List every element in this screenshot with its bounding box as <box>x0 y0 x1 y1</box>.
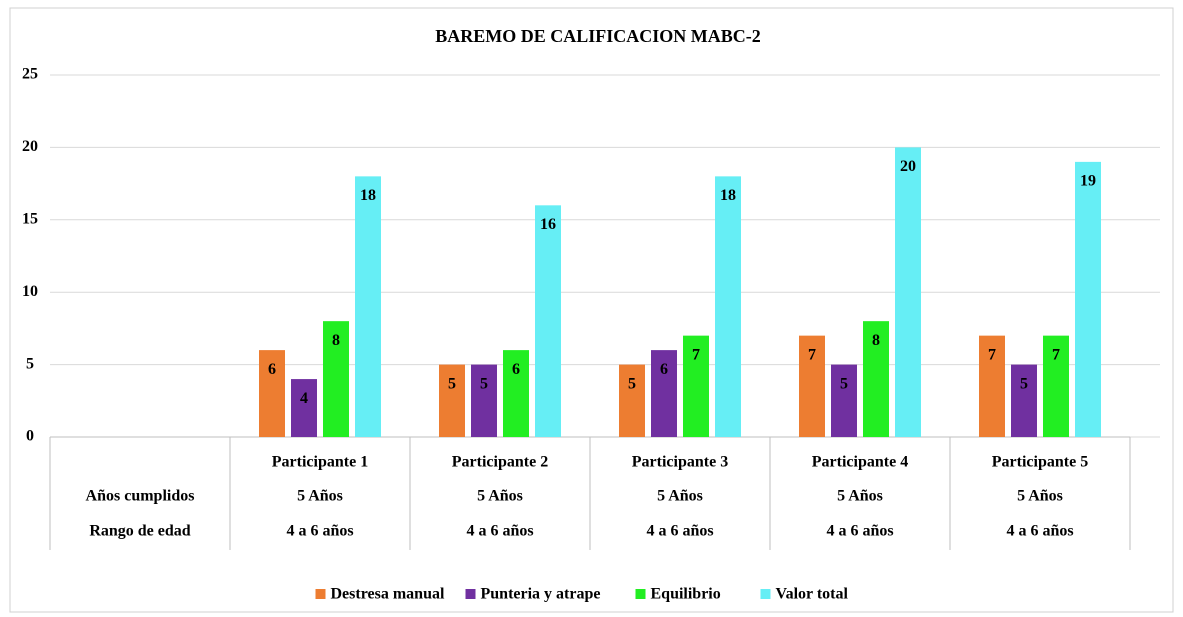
data-label: 6 <box>512 361 520 378</box>
legend-swatch <box>635 589 646 599</box>
legend-swatch <box>465 589 476 599</box>
bar <box>619 364 645 437</box>
data-label: 18 <box>360 187 376 204</box>
bar <box>863 321 889 437</box>
bar <box>1043 335 1069 437</box>
bar <box>291 379 317 437</box>
data-label: 5 <box>448 375 456 392</box>
data-label: 8 <box>872 332 880 349</box>
data-label: 16 <box>540 216 556 233</box>
bar <box>1075 161 1101 437</box>
bar <box>979 335 1005 437</box>
data-label: 6 <box>268 361 276 378</box>
x-tick-label: Participante 4 <box>812 454 908 471</box>
x-tick-label: Participante 3 <box>632 454 728 471</box>
data-label: 5 <box>1020 375 1028 392</box>
table-cell: 5 Años <box>657 488 703 505</box>
x-tick-label: Participante 5 <box>992 454 1088 471</box>
bar <box>895 147 921 437</box>
data-label: 6 <box>660 361 668 378</box>
data-label: 4 <box>300 390 308 407</box>
bar <box>355 176 381 438</box>
y-tick-label: 10 <box>22 283 38 300</box>
legend-label: Valor total <box>776 586 849 603</box>
data-label: 8 <box>332 332 340 349</box>
bar <box>259 350 285 437</box>
data-label: 20 <box>900 158 916 175</box>
table-cell: 5 Años <box>297 488 343 505</box>
legend-swatch <box>315 589 326 599</box>
table-cell: 5 Años <box>1017 488 1063 505</box>
table-cell: 4 a 6 años <box>646 523 713 540</box>
bar <box>715 176 741 438</box>
chart-frame <box>9 7 1174 613</box>
bar <box>439 364 465 437</box>
y-tick-label: 15 <box>22 210 38 227</box>
data-label: 5 <box>840 375 848 392</box>
legend-label: Equilibrio <box>651 586 721 603</box>
bar <box>323 321 349 437</box>
table-row-label: Años cumplidos <box>86 488 195 505</box>
x-tick-label: Participante 1 <box>272 454 368 471</box>
data-label: 7 <box>692 346 700 363</box>
legend-label: Punteria y atrape <box>481 586 601 603</box>
bar <box>1011 364 1037 437</box>
y-tick-label: 20 <box>22 138 38 155</box>
legend-swatch <box>760 589 771 599</box>
table-cell: 4 a 6 años <box>1006 523 1073 540</box>
data-label: 7 <box>1052 346 1060 363</box>
y-tick-label: 5 <box>26 355 34 372</box>
chart-title: BAREMO DE CALIFICACION MABC-2 <box>435 26 761 46</box>
table-cell: 4 a 6 años <box>466 523 533 540</box>
bar <box>831 364 857 437</box>
y-tick-label: 0 <box>26 428 34 445</box>
bar <box>651 350 677 437</box>
bar <box>799 335 825 437</box>
data-label: 19 <box>1080 173 1096 190</box>
table-cell: 5 Años <box>477 488 523 505</box>
bar <box>471 364 497 437</box>
table-cell: 5 Años <box>837 488 883 505</box>
y-tick-label: 25 <box>22 66 38 83</box>
data-label: 5 <box>628 375 636 392</box>
table-cell: 4 a 6 años <box>286 523 353 540</box>
legend-label: Destresa manual <box>331 586 445 603</box>
bar <box>535 205 561 437</box>
bar <box>503 350 529 437</box>
table-row-label: Rango de edad <box>89 523 190 540</box>
data-label: 7 <box>988 346 996 363</box>
data-label: 5 <box>480 375 488 392</box>
data-label: 18 <box>720 187 736 204</box>
x-tick-label: Participante 2 <box>452 454 548 471</box>
bar <box>683 335 709 437</box>
data-label: 7 <box>808 346 816 363</box>
table-cell: 4 a 6 años <box>826 523 893 540</box>
